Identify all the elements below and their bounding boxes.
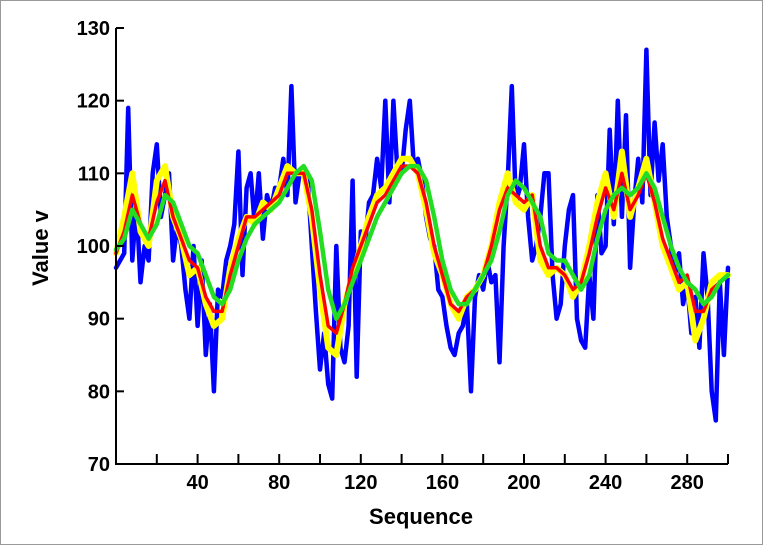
series-line-1: [113, 47, 731, 423]
y-tick-label: 90: [88, 309, 110, 331]
x-tick-label: 160: [426, 472, 459, 494]
y-axis-title: Value v: [28, 209, 53, 286]
series-layer: [113, 47, 731, 423]
x-tick-label: 40: [186, 472, 208, 494]
axes-layer: 70 80 90 100 110 120 130 40 80 120 160 200 240 280: [77, 18, 729, 494]
x-axis-title: Sequence: [369, 504, 473, 529]
y-tick-label: 110: [78, 163, 110, 185]
x-tick-label: 80: [268, 472, 290, 494]
x-tick-label: 200: [507, 472, 540, 494]
y-tick-label: 100: [77, 236, 110, 258]
x-tick-label: 240: [589, 472, 622, 494]
series-line-4: [113, 163, 731, 321]
y-tick-label: 120: [77, 91, 110, 113]
y-tick-label: 130: [77, 18, 110, 40]
x-tick-label: 280: [671, 472, 704, 494]
y-tick-label: 70: [88, 454, 110, 476]
y-tick-label: 80: [88, 381, 110, 403]
x-tick-label: 120: [344, 472, 377, 494]
